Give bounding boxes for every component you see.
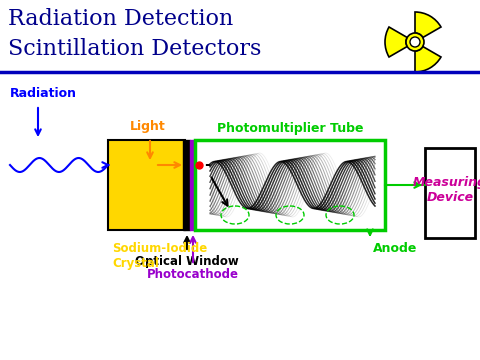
Bar <box>108 140 185 230</box>
Bar <box>195 140 385 230</box>
Circle shape <box>406 33 424 51</box>
Text: Sodium-Iodide
Crystal: Sodium-Iodide Crystal <box>112 242 207 270</box>
Bar <box>190 140 195 230</box>
Text: Radiation: Radiation <box>10 87 77 100</box>
Text: Photomultiplier Tube: Photomultiplier Tube <box>217 122 363 135</box>
Text: Scintillation Detectors: Scintillation Detectors <box>8 38 262 60</box>
Text: Optical Window: Optical Window <box>135 255 239 268</box>
Text: Light: Light <box>130 120 166 133</box>
Circle shape <box>410 37 420 47</box>
Text: Radiation Detection: Radiation Detection <box>8 8 233 30</box>
Text: -: - <box>204 157 210 171</box>
Wedge shape <box>415 12 441 37</box>
Text: Measuring
Device: Measuring Device <box>413 176 480 204</box>
Bar <box>183 140 190 230</box>
Bar <box>425 148 475 238</box>
Text: Photocathode: Photocathode <box>147 268 239 281</box>
Wedge shape <box>385 27 407 57</box>
Wedge shape <box>415 46 441 72</box>
Text: Anode: Anode <box>373 242 418 255</box>
